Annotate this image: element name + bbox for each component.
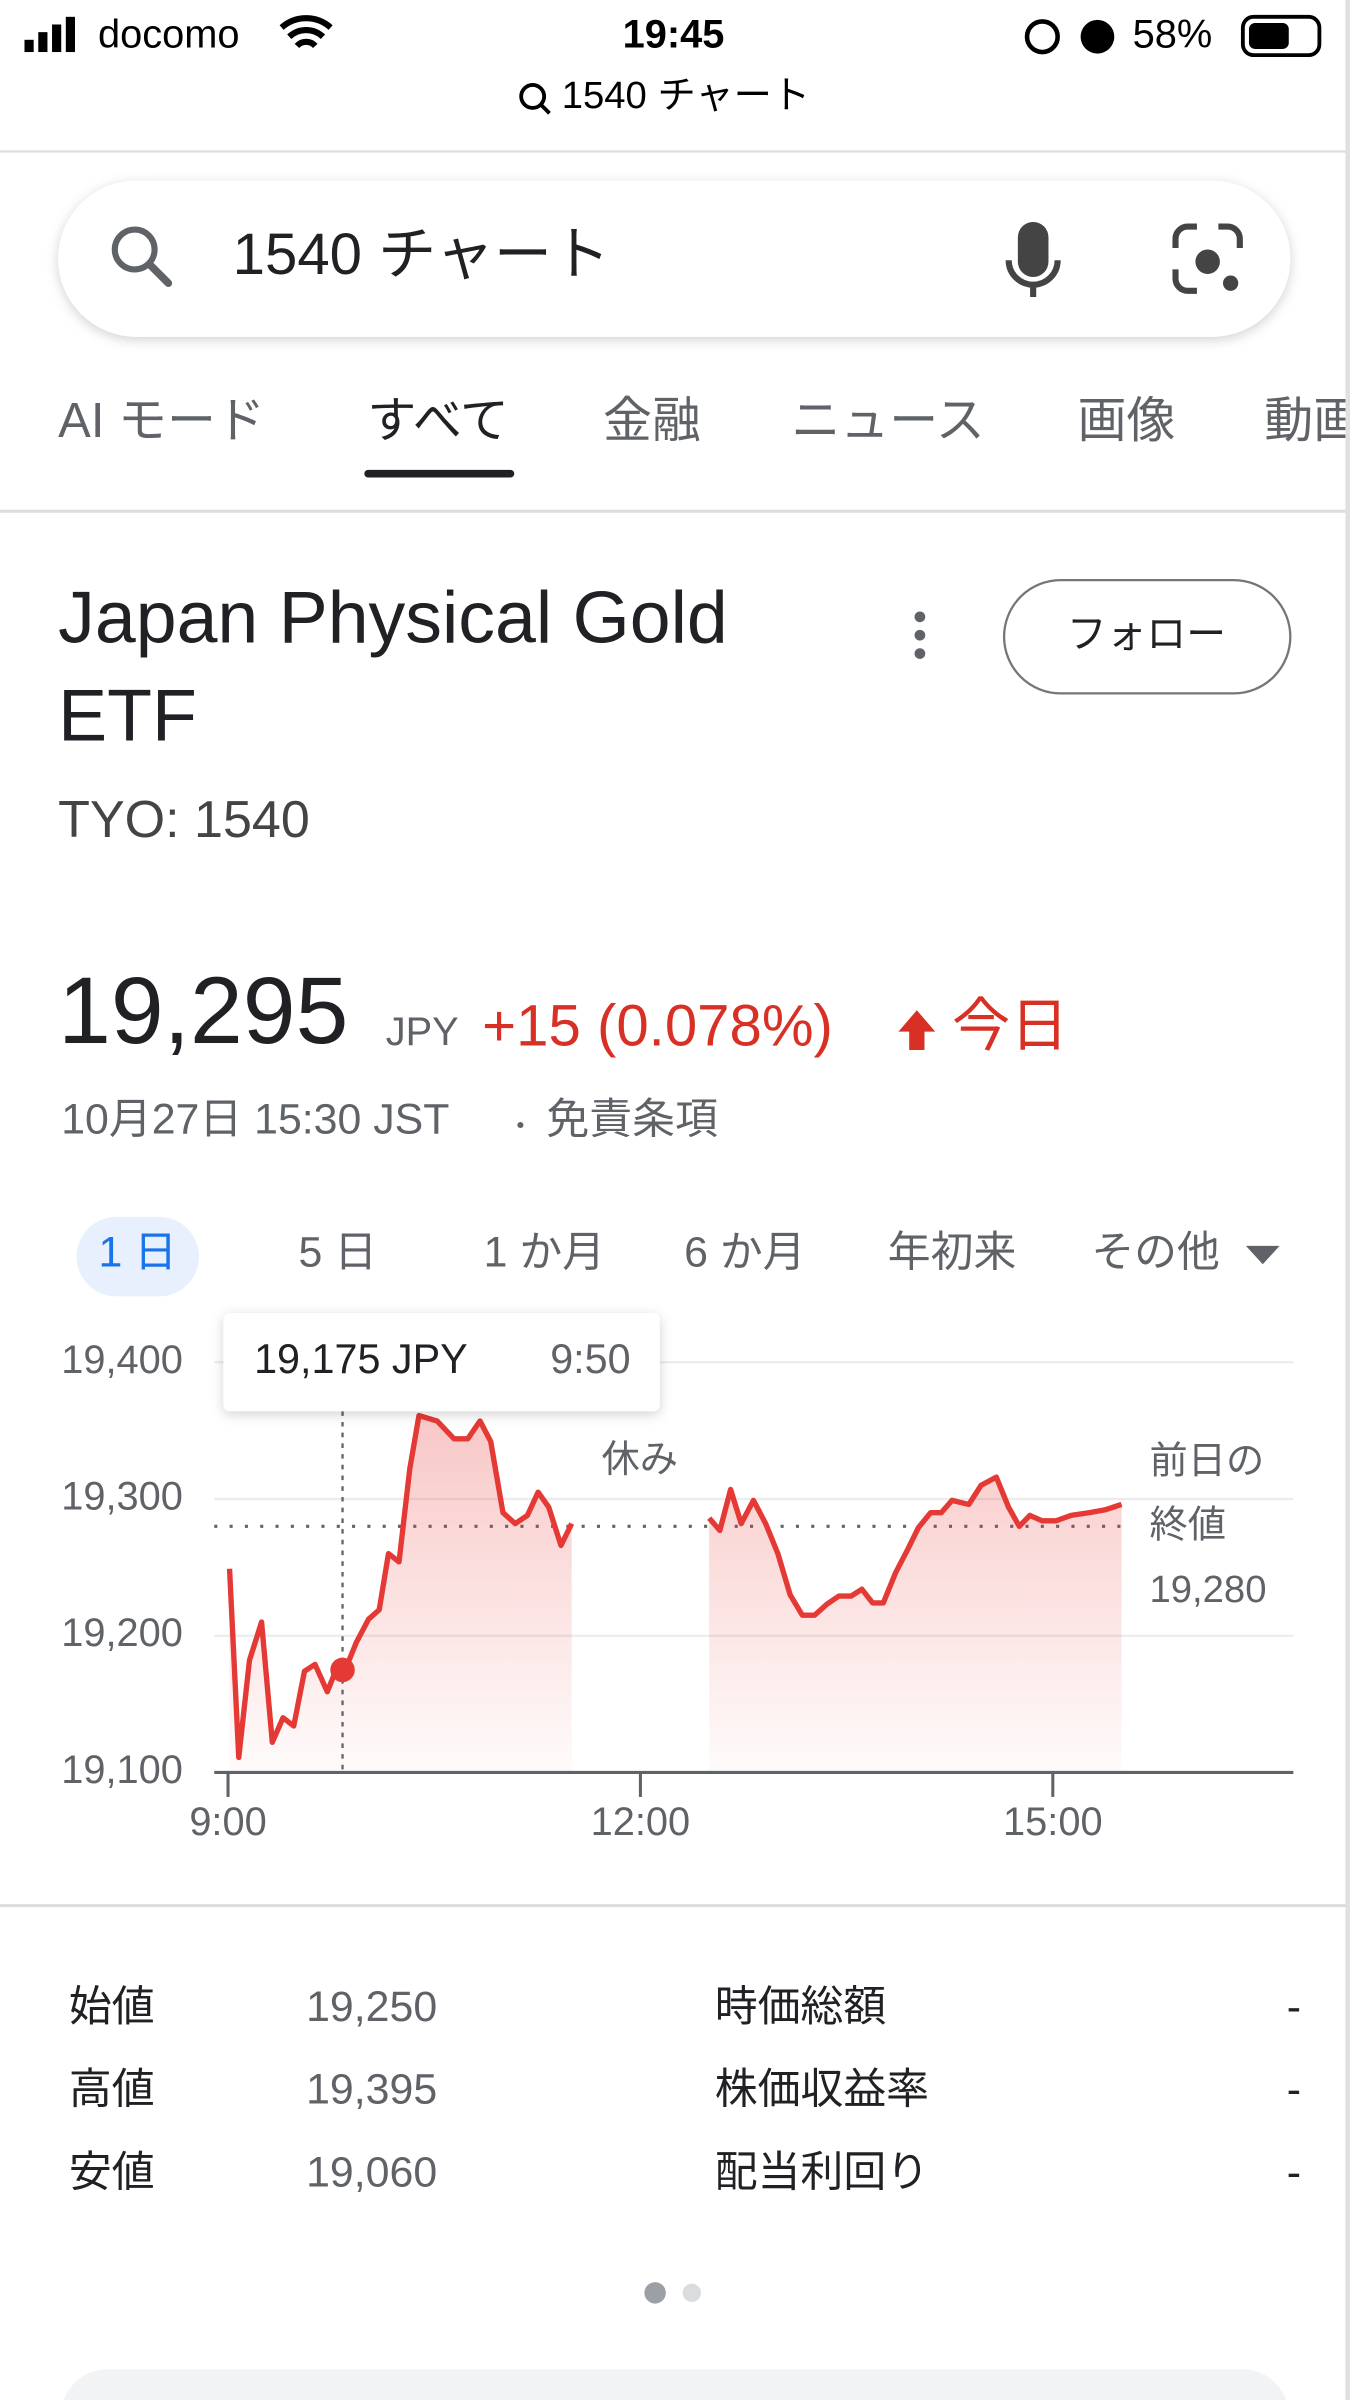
search-icon xyxy=(146,260,173,287)
stat-value: - xyxy=(1287,2066,1301,2114)
stat-label: 始値 xyxy=(69,1983,155,2031)
ticker: TYO: 1540 xyxy=(58,791,310,849)
follow-button[interactable] xyxy=(1002,578,1292,695)
clock: 19:45 xyxy=(623,12,725,56)
tooltip xyxy=(223,1313,660,1412)
disclaimer-link[interactable]: 免責条項 xyxy=(546,1095,717,1143)
rotation-lock-icon xyxy=(1024,19,1060,55)
tab-underline xyxy=(364,469,515,478)
alarm-icon xyxy=(1080,19,1115,54)
battery-percent: 58% xyxy=(1133,12,1213,56)
up-arrow xyxy=(898,1010,936,1050)
price: 19,295 xyxy=(58,958,348,1064)
battery-level xyxy=(1248,22,1289,49)
url-search-icon xyxy=(538,102,551,115)
more-icon xyxy=(914,648,926,659)
y-tick-label: 19,300 xyxy=(61,1474,183,1518)
mic-icon xyxy=(1005,260,1061,297)
lens-icon xyxy=(1222,275,1239,291)
signal-bar xyxy=(65,16,75,53)
follow-label[interactable]: フォロー xyxy=(1067,612,1226,656)
range-tab-active-bg xyxy=(76,1216,199,1297)
page-dot[interactable] xyxy=(682,2283,702,2303)
search-icon xyxy=(111,226,158,273)
range-tab[interactable]: 1 か月 xyxy=(484,1228,605,1276)
timestamp: 10月27日 15:30 JST xyxy=(61,1095,449,1143)
stat-value: 19,395 xyxy=(306,2066,437,2114)
reference-caption: 終値 xyxy=(1149,1504,1226,1547)
tab[interactable]: 画像 xyxy=(1078,394,1176,448)
highlight-point xyxy=(330,1657,355,1683)
stat-value: 19,250 xyxy=(306,1983,437,2031)
search-query[interactable]: 1540 チャート xyxy=(233,222,611,287)
y-tick-label: 19,400 xyxy=(61,1338,183,1382)
tab[interactable]: AI モード xyxy=(58,394,265,448)
reference-caption: 前日の xyxy=(1149,1439,1264,1482)
stock-title: ETF xyxy=(58,673,197,756)
tab[interactable]: ニュース xyxy=(791,394,984,448)
range-tab-active[interactable]: 1 日 xyxy=(98,1228,177,1276)
lens-icon xyxy=(1195,249,1220,274)
wifi-icon xyxy=(279,15,333,49)
stat-label: 配当利回り xyxy=(715,2148,929,2196)
tab[interactable]: 金融 xyxy=(603,394,701,448)
stat-label: 高値 xyxy=(69,2066,155,2114)
break-annotation: 休み xyxy=(602,1438,679,1481)
bottom-card xyxy=(63,2369,1287,2400)
price-change: +15 (0.078%) xyxy=(482,993,833,1058)
y-tick-label: 19,100 xyxy=(61,1748,183,1792)
range-tab[interactable]: 5 日 xyxy=(298,1228,377,1276)
range-tab[interactable]: その他 xyxy=(1091,1228,1220,1276)
stats-table: 始値 19,250 時価総額 - 高値 19,395 株価収益率 - 安値 19,060 配当利回り… xyxy=(69,1983,1301,2196)
x-tick-label: 12:00 xyxy=(591,1800,691,1844)
tooltip-value: 19,175 JPY xyxy=(254,1336,468,1382)
battery-frame xyxy=(1240,14,1322,58)
stat-label: 時価総額 xyxy=(715,1983,886,2031)
x-tick-label: 9:00 xyxy=(189,1800,266,1844)
lens-icon[interactable] xyxy=(1172,223,1243,294)
scroll-edge xyxy=(1345,0,1350,2400)
period: 今日 xyxy=(952,993,1068,1058)
chart: 19,100 19,200 19,300 19,400 9:00 12:00 15:00 前日… xyxy=(61,1313,1294,1844)
search-box[interactable] xyxy=(58,180,1291,337)
page-dot-active[interactable] xyxy=(644,2282,666,2304)
tab[interactable]: 動画 xyxy=(1264,394,1350,448)
price-area xyxy=(229,1415,1122,1773)
y-tick-label: 19,200 xyxy=(61,1611,183,1655)
stat-label: 株価収益率 xyxy=(715,2066,929,2114)
mic-icon[interactable] xyxy=(1017,221,1049,278)
separator-dot xyxy=(517,1121,524,1129)
carrier: docomo xyxy=(98,12,240,56)
stat-value: - xyxy=(1287,1983,1301,2031)
status-bar: docomo 19:45 58% xyxy=(24,12,1322,58)
signal-bar xyxy=(24,39,34,53)
dropdown-arrow[interactable] xyxy=(1245,1245,1280,1265)
stock-title: Japan Physical Gold xyxy=(58,575,728,658)
price-line xyxy=(226,1412,1123,1761)
url[interactable]: 1540 チャート xyxy=(562,74,810,117)
signal-bar xyxy=(52,24,62,53)
tab-active[interactable]: すべて xyxy=(367,394,509,448)
currency: JPY xyxy=(386,1010,459,1054)
signal-bar xyxy=(38,32,48,53)
more-icon xyxy=(914,629,926,641)
x-tick-label: 15:00 xyxy=(1003,1800,1103,1844)
reference-label: 19,280 xyxy=(1149,1568,1266,1611)
stat-value: 19,060 xyxy=(306,2148,437,2196)
more-icon[interactable] xyxy=(914,611,926,623)
range-tab[interactable]: 6 か月 xyxy=(684,1228,805,1276)
stat-label: 安値 xyxy=(69,2148,155,2196)
url-search-icon xyxy=(519,83,547,110)
stat-value: - xyxy=(1287,2148,1301,2196)
tooltip-time: 9:50 xyxy=(550,1336,630,1382)
range-tab[interactable]: 年初来 xyxy=(888,1228,1017,1276)
